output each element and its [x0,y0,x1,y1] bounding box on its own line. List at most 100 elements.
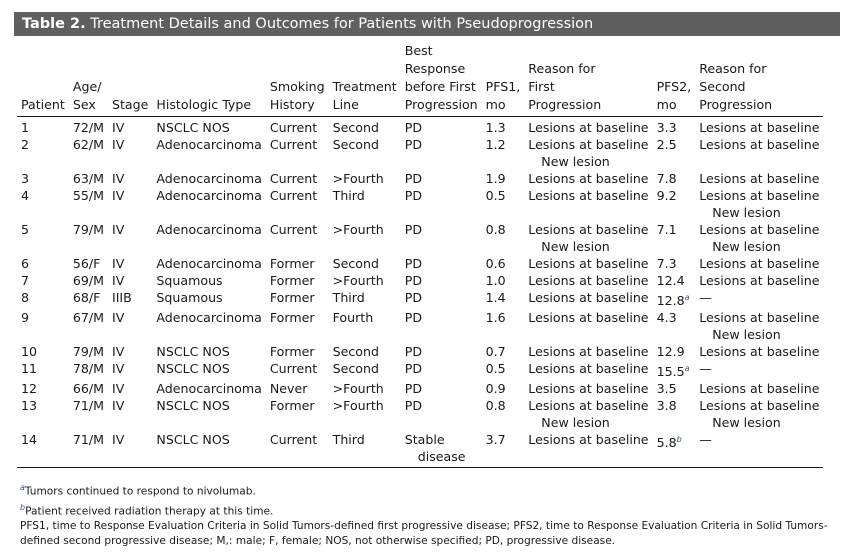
cell-histologic-type: NSCLC NOS [152,431,266,469]
cell-smoking-history: Current [265,431,329,469]
cell-histologic-type: Adenocarcinoma [156,256,262,271]
cell-patient: 14 [17,431,69,469]
cell-pfs2: 7.3 [653,255,696,272]
cell-best-response: PD [401,380,482,397]
cell-smoking-history: Current [269,137,318,152]
cell-pfs2: 7.1 [653,221,696,255]
cell-stage: IV [112,222,125,237]
column-header-text: mo [656,97,677,112]
cell-patient: 7 [21,273,30,288]
cell-reason-first-line: Lesions at baseline [528,361,649,377]
pfs2-value: 3.8 [656,398,677,414]
footnote-mark: a [20,483,25,492]
cell-histologic-type: Squamous [156,290,223,305]
cell-age-sex: 69/M [72,273,104,288]
cell-patient: 8 [21,290,30,305]
cell-best-response-line: disease [417,449,466,465]
cell-reason-first-line: Lesions at baseline [528,188,649,203]
cell-pfs1: 0.6 [485,256,506,271]
column-header: Smoking History [265,42,329,117]
cell-stage: IV [112,137,125,152]
table-row: 7 69/M IV Squamous Former >Fourth PD 1.0 Lesions… [17,272,823,289]
cell-treatment-line: >Fourth [332,398,384,414]
footnote-mark: b [20,502,26,512]
cell-reason-second-line: Lesions at baseline [699,171,820,186]
table-title-bar: Table 2. Treatment Details and Outcomes … [14,12,840,36]
cell-best-response: PD [401,309,482,343]
table-row: 12 66/M IV Adenocarcinoma Never >Fourth PD 0.9 L… [17,380,823,397]
cell-best-response-line: PD [404,310,423,326]
cell-treatment-line: Second [332,120,379,135]
column-header-text: Smoking [269,79,325,94]
cell-reason-first: Lesions at baseline [524,187,652,221]
cell-age-sex: 68/F [72,290,101,305]
cell-age-sex: 62/M [72,137,104,152]
cell-smoking-history: Current [269,120,318,135]
table-row: 13 71/M IV NSCLC NOS Former >Fourth PD 0.8 Lesio… [17,397,823,431]
cell-treatment-line: >Fourth [332,222,384,237]
cell-reason-first: Lesions at baseline [524,309,652,343]
cell-histologic-type: Adenocarcinoma [156,310,262,326]
cell-stage: IV [112,310,125,326]
cell-reason-second-line: Lesions at baseline [699,137,820,152]
outcomes-table: Patient Age/Sex Stage Histologic Type Smokin… [17,42,824,469]
column-header-text: Patient [21,97,65,112]
cell-pfs2: 7.8 [653,170,696,187]
cell-stage: IV [108,431,153,469]
column-header-text: Sex [72,97,96,112]
cell-best-response: PD [401,343,482,360]
pfs2-value: 7.3 [656,256,677,271]
cell-age-sex: 79/M [72,344,104,360]
cell-treatment-line: Second [332,137,379,152]
cell-pfs2: 9.2 [653,187,696,221]
pfs2-value: 5.8 [656,435,677,451]
cell-reason-second-line: New lesion [712,239,781,254]
cell-patient: 10 [21,344,38,360]
column-header: Treatment Line [328,42,401,117]
cell-best-response: PD [401,360,482,380]
cell-patient: 2 [21,137,30,152]
cell-reason-first-line: Lesions at baseline [528,398,649,414]
cell-reason-second-line: New lesion [712,415,781,431]
cell-best-response: PD [401,272,482,289]
cell-reason-first-line: Lesions at baseline [528,381,649,397]
table-row: 10 79/M IV NSCLC NOS Former Second PD 0.7 Lesion… [17,343,823,360]
column-header-text: Reason for [699,61,767,76]
cell-best-response: PD [401,187,482,221]
cell-best-response: PD [401,397,482,431]
column-header-text: Treatment [332,79,397,94]
cell-age-sex: 56/F [72,256,101,271]
cell-reason-second: — [695,289,823,309]
cell-reason-second-line: New lesion [712,327,781,343]
pfs2-value: 12.4 [656,273,685,288]
cell-reason-second-line: Lesions at baseline [699,381,820,397]
table-row: 3 63/M IV Adenocarcinoma Current >Fourth PD 1.9… [17,170,823,187]
cell-reason-first-line: New lesion [541,154,610,169]
column-header: Reason for First Progression [524,42,653,117]
table-row: 8 68/F IIIB Squamous Former Third PD 1.4 Lesions… [17,289,823,309]
footnote: bPatient received radiation therapy at t… [20,500,850,520]
cell-best-response: PD [401,289,482,309]
cell-reason-second-line: — [699,361,712,377]
cell-reason-second: Lesions at baseline New lesion [695,309,823,343]
cell-patient: 1 [21,120,30,135]
cell-best-response: PD [401,136,482,170]
cell-reason-first-line: New lesion [541,415,610,431]
cell-pfs2: 2.5 [653,136,696,170]
cell-reason-second: Lesions at baseline [695,380,823,397]
cell-histologic-type: Adenocarcinoma [156,222,262,237]
cell-best-response-line: PD [404,381,423,397]
cell-best-response-line: PD [404,256,423,271]
cell-smoking-history: Former [269,256,315,271]
cell-best-response-line: PD [404,171,423,186]
cell-patient: 3 [21,171,30,186]
cell-patient: 12 [21,381,38,397]
table-row: 5 79/M IV Adenocarcinoma Current >Fourth PD 0.8… [17,221,823,255]
cell-smoking-history: Former [269,290,315,305]
cell-smoking-history: Current [269,361,318,377]
cell-reason-second: Lesions at baseline [695,272,823,289]
cell-reason-first-line: Lesions at baseline [528,273,649,288]
column-header: Best Response before First Progression [400,42,482,117]
cell-reason-first-line: Lesions at baseline [528,256,649,271]
